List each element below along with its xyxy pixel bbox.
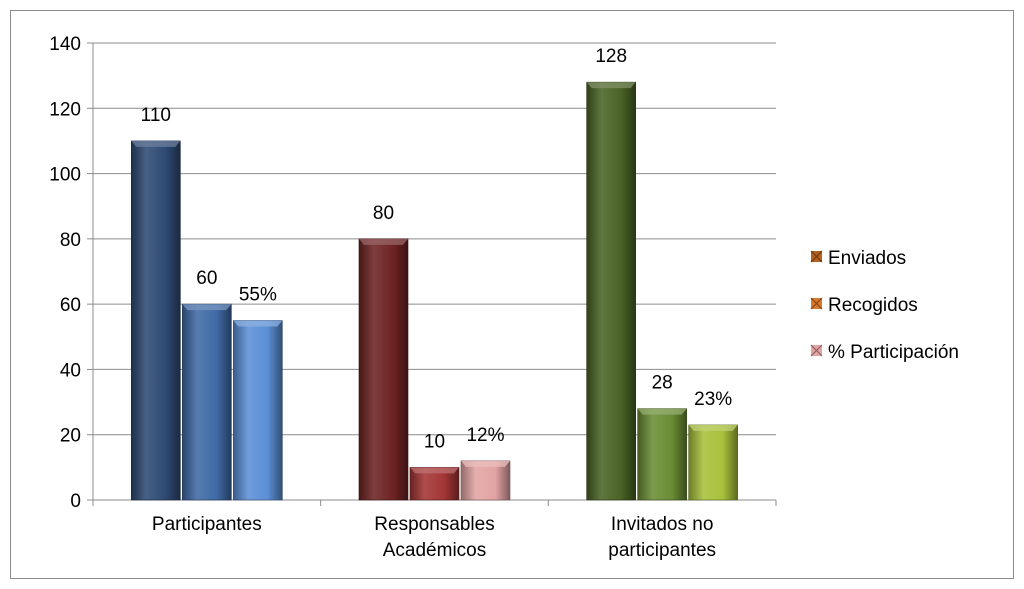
data-label: 128 (595, 46, 627, 67)
bar-chart: 0 20 40 60 80 100 120 140 Participantes Responsab… (49, 34, 959, 561)
data-label: 12% (466, 425, 504, 446)
data-label: 80 (373, 203, 394, 224)
bar-bevel (688, 424, 738, 431)
legend-label: % Participación (828, 342, 959, 363)
bar-bevel (461, 460, 510, 467)
data-label: 60 (196, 268, 217, 289)
data-label: 23% (694, 389, 732, 410)
y-tick-label: 20 (60, 426, 81, 447)
bar-bevel (182, 304, 232, 311)
bar (460, 460, 511, 501)
bar (131, 140, 181, 501)
legend-label: Recogidos (828, 295, 918, 316)
bar (688, 424, 738, 501)
legend-label: Enviados (828, 248, 906, 269)
data-labels: 110 60 55% 80 10 12% 128 28 23% (141, 46, 733, 452)
bar-bevel (586, 82, 636, 89)
bar (358, 238, 409, 501)
legend-swatch-bevel (810, 250, 823, 263)
y-tick-label: 0 (70, 491, 81, 512)
legend-item: % Participación (810, 342, 959, 363)
bar-bevel (637, 408, 687, 415)
legend-swatch-bevel (810, 297, 823, 310)
y-tick-label: 40 (60, 360, 81, 381)
bars (131, 81, 738, 501)
category-label: Responsables Académicos (374, 514, 494, 561)
y-tick-label: 100 (49, 165, 81, 186)
data-label: 55% (239, 284, 277, 305)
y-tick-label: 60 (60, 295, 81, 316)
category-label: Participantes (152, 514, 262, 535)
bar (637, 408, 687, 501)
bar (182, 303, 232, 501)
legend-item: Enviados (810, 248, 906, 269)
chart-frame: 0 20 40 60 80 100 120 140 Participantes Responsab… (10, 10, 1014, 579)
bar-bevel (359, 238, 408, 245)
category-label: Invitados no participantes (608, 514, 716, 561)
data-label: 28 (652, 373, 673, 394)
bar-bevel (131, 140, 181, 147)
legend-item: Recogidos (810, 295, 918, 316)
bar (233, 320, 283, 501)
y-tick-label: 80 (60, 230, 81, 251)
bar (586, 81, 636, 501)
legend: Enviados Recogidos % Participación (810, 248, 959, 363)
bar-bevel (410, 467, 459, 474)
legend-swatch-bevel (810, 344, 823, 357)
y-tick-label: 140 (49, 34, 81, 55)
y-tick-label: 120 (49, 99, 81, 120)
bar-bevel (233, 320, 283, 327)
data-label: 10 (424, 431, 445, 452)
data-label: 110 (141, 105, 171, 126)
